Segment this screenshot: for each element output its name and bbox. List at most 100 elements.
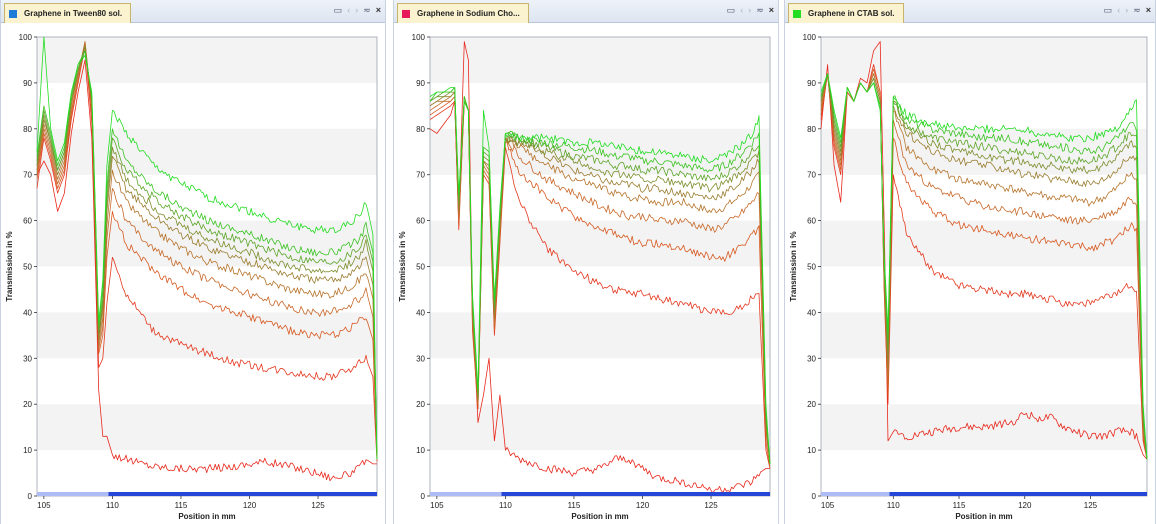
position-strip-faint	[37, 492, 109, 496]
chart-panel: Graphene in Sodium Cho... ▭ ‹ › ≂ × 0 10 2…	[393, 0, 779, 524]
y-tick-label: 10	[807, 446, 816, 455]
x-tick-label: 125	[704, 501, 718, 510]
grid-band	[430, 404, 770, 451]
y-tick-label: 70	[416, 171, 425, 180]
x-tick-label: 105	[37, 501, 51, 510]
y-tick-label: 50	[807, 263, 816, 272]
y-tick-label: 80	[23, 125, 32, 134]
y-tick-label: 20	[807, 400, 816, 409]
series-line	[429, 87, 771, 464]
panel-tab-bar: Graphene in CTAB sol. ▭ ‹ › ≂ ×	[785, 0, 1155, 23]
window-icon[interactable]: ▭	[726, 5, 736, 15]
chart-tab-title: Graphene in Sodium Cho...	[417, 9, 520, 18]
y-axis-label: Transmission in %	[5, 231, 14, 301]
x-tick-label: 115	[175, 501, 188, 510]
y-tick-label: 50	[23, 263, 32, 272]
x-tick-label: 125	[311, 501, 325, 510]
grid-band	[37, 220, 377, 267]
series-line	[820, 41, 1148, 460]
window-icon[interactable]: ▭	[333, 5, 343, 15]
y-tick-label: 0	[28, 492, 33, 501]
grid-band	[821, 220, 1147, 267]
grid-band	[37, 404, 377, 451]
x-tick-label: 105	[821, 501, 835, 510]
y-axis-label: Transmission in %	[398, 231, 407, 301]
grid-band	[430, 312, 770, 359]
series-line	[820, 68, 1148, 460]
y-tick-label: 60	[807, 217, 816, 226]
y-tick-label: 100	[412, 33, 426, 42]
x-tick-label: 120	[243, 501, 257, 510]
chart-tab[interactable]: Graphene in Sodium Cho...	[397, 3, 529, 23]
x-tick-label: 120	[636, 501, 650, 510]
y-tick-label: 10	[23, 446, 32, 455]
pin-icon[interactable]: ≂	[363, 5, 371, 15]
grid-band	[430, 37, 770, 83]
y-tick-label: 20	[23, 400, 32, 409]
y-tick-label: 90	[807, 79, 816, 88]
prev-arrow-icon[interactable]: ‹	[347, 5, 351, 15]
y-tick-label: 20	[416, 400, 425, 409]
series-line	[820, 73, 1148, 460]
pin-icon[interactable]: ≂	[1133, 5, 1141, 15]
tab-color-swatch	[402, 9, 410, 18]
x-tick-label: 110	[499, 501, 512, 510]
x-tick-label: 125	[1084, 501, 1098, 510]
chart-tab-title: Graphene in Tween80 sol.	[24, 9, 123, 18]
series-line	[36, 59, 377, 482]
y-tick-label: 30	[807, 354, 816, 363]
x-tick-label: 110	[106, 501, 119, 510]
y-tick-label: 10	[416, 446, 425, 455]
y-tick-label: 70	[807, 171, 816, 180]
window-icon[interactable]: ▭	[1103, 5, 1113, 15]
x-axis-label: Position in mm	[178, 512, 235, 521]
transmission-chart: 0 10 20 30 40 50 60 70 80 90 100 105 110 115 120 125 Pos…	[398, 33, 771, 521]
y-tick-label: 30	[416, 354, 425, 363]
chart-panel: Graphene in Tween80 sol. ▭ ‹ › ≂ × 0 10 20…	[0, 0, 386, 524]
chart-tab[interactable]: Graphene in CTAB sol.	[788, 3, 904, 23]
y-axis-label: Transmission in %	[789, 231, 798, 301]
position-strip-faint	[430, 492, 502, 496]
x-tick-label: 110	[887, 501, 900, 510]
y-tick-label: 60	[23, 217, 32, 226]
y-tick-label: 80	[416, 125, 425, 134]
y-tick-label: 40	[23, 308, 32, 317]
chart-tab-title: Graphene in CTAB sol.	[808, 9, 895, 18]
pin-icon[interactable]: ≂	[756, 5, 764, 15]
transmission-chart: 0 10 20 30 40 50 60 70 80 90 100 105 110 115 120 125 Pos…	[789, 33, 1148, 521]
tab-controls: ▭ ‹ › ≂ ×	[334, 4, 381, 16]
transmission-chart: 0 10 20 30 40 50 60 70 80 90 100 105 110 115 120 125 Pos…	[5, 33, 378, 521]
close-icon[interactable]: ×	[375, 5, 381, 15]
y-tick-label: 80	[807, 125, 816, 134]
tab-color-swatch	[793, 9, 801, 18]
tab-color-swatch	[9, 9, 17, 18]
panel-tab-bar: Graphene in Sodium Cho... ▭ ‹ › ≂ ×	[394, 0, 778, 23]
close-icon[interactable]: ×	[1145, 5, 1151, 15]
position-strip	[108, 492, 378, 496]
chart-tab[interactable]: Graphene in Tween80 sol.	[4, 3, 132, 23]
x-tick-label: 115	[953, 501, 966, 510]
y-tick-label: 50	[416, 263, 425, 272]
chart-panel: Graphene in CTAB sol. ▭ ‹ › ≂ × 0 10 20 30 4…	[784, 0, 1156, 524]
position-strip	[501, 492, 770, 496]
y-tick-label: 30	[23, 354, 32, 363]
next-arrow-icon[interactable]: ›	[748, 5, 752, 15]
next-arrow-icon[interactable]: ›	[355, 5, 359, 15]
x-axis-label: Position in mm	[571, 512, 628, 521]
y-tick-label: 60	[416, 217, 425, 226]
grid-band	[37, 128, 377, 175]
close-icon[interactable]: ×	[768, 5, 774, 15]
y-tick-label: 40	[807, 308, 816, 317]
next-arrow-icon[interactable]: ›	[1125, 5, 1129, 15]
series-line	[429, 41, 770, 494]
prev-arrow-icon[interactable]: ‹	[1117, 5, 1121, 15]
y-tick-label: 100	[803, 33, 817, 42]
y-tick-label: 90	[23, 79, 32, 88]
position-strip-faint	[821, 492, 890, 496]
y-tick-label: 40	[416, 308, 425, 317]
grid-band	[821, 37, 1147, 83]
y-tick-label: 0	[421, 492, 426, 501]
tab-controls: ▭ ‹ › ≂ ×	[1104, 4, 1151, 16]
prev-arrow-icon[interactable]: ‹	[740, 5, 744, 15]
